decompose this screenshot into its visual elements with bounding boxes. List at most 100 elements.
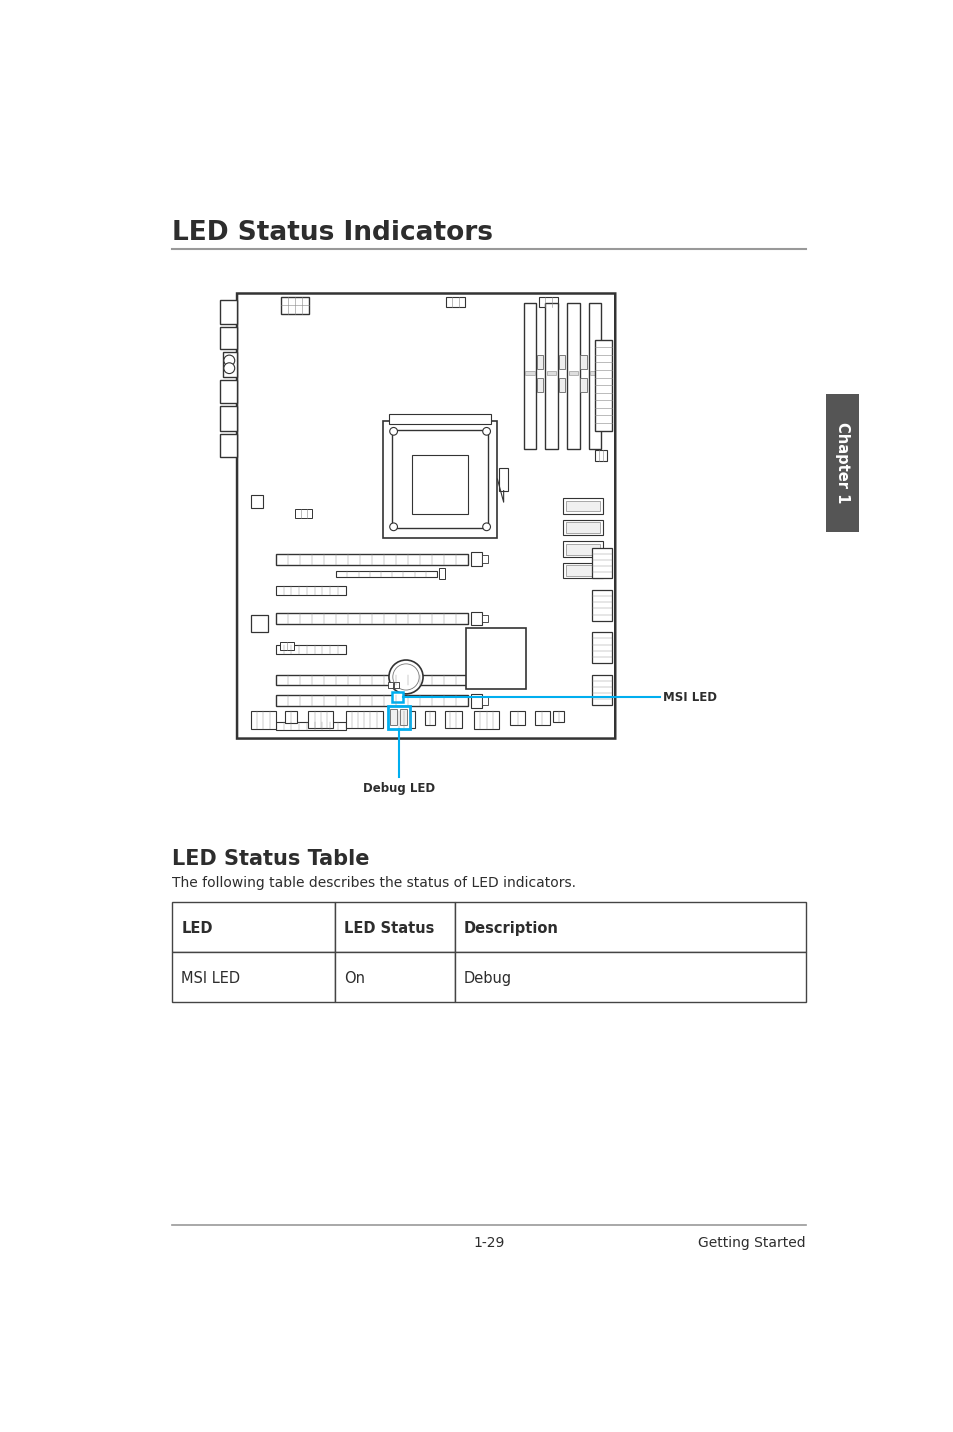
Bar [534,710,550,725]
Bar [394,682,398,687]
Circle shape [390,523,397,531]
Bar [382,421,497,537]
Text: LED Status: LED Status [344,921,434,937]
Text: On: On [344,971,365,985]
Bar [390,709,397,725]
Bar [388,682,393,687]
Bar [525,371,534,375]
Bar [558,355,564,369]
Bar [172,952,335,1002]
Bar [481,556,488,563]
FancyBboxPatch shape [236,294,615,739]
Bar [275,674,468,686]
Bar [308,710,333,727]
Bar [251,710,275,729]
Bar [444,710,461,727]
Bar [592,674,612,706]
Bar [546,371,556,375]
Text: 1-29: 1-29 [473,1236,504,1250]
Bar [590,371,599,375]
Bar [275,554,468,564]
Bar [251,616,268,633]
Bar [172,902,335,952]
Bar [558,378,564,392]
Text: Description: Description [464,921,558,937]
Bar [279,643,294,650]
Bar [220,405,236,431]
Bar [335,952,455,1002]
Text: LED Status Indicators: LED Status Indicators [172,219,493,245]
Bar [568,371,578,375]
Bar [389,414,491,424]
Bar [220,434,236,457]
Bar [394,710,415,727]
Bar [412,455,468,514]
Bar [509,710,525,725]
Bar [595,450,607,461]
Bar [565,566,599,576]
Bar [392,692,402,702]
Bar [498,467,508,491]
Circle shape [482,428,490,435]
Circle shape [389,660,422,695]
Bar [565,523,599,533]
Bar [465,629,525,689]
Bar [275,722,345,730]
Text: MSI LED: MSI LED [662,692,717,705]
Bar [220,328,236,349]
Bar [335,571,436,577]
Circle shape [224,362,234,374]
Text: MSI LED: MSI LED [181,971,240,985]
Bar [438,569,444,579]
Bar [538,296,558,308]
Bar [471,611,481,626]
Bar [537,378,542,392]
Bar [562,520,602,536]
Text: Debug LED: Debug LED [362,782,435,795]
Bar [562,563,602,579]
Bar [275,696,468,706]
Bar [251,495,263,507]
Bar [388,706,410,729]
Circle shape [224,355,234,367]
Bar [471,673,481,687]
Bar [553,710,563,722]
Bar [579,378,586,392]
Bar [424,710,435,725]
Circle shape [482,523,490,531]
Bar [455,952,805,1002]
Bar [588,302,600,450]
Bar [345,710,382,727]
Bar [335,902,455,952]
Bar [565,544,599,554]
Bar [220,379,236,402]
Bar [592,590,612,620]
Bar [562,498,602,514]
Bar [481,697,488,705]
Bar [567,302,579,450]
Bar [399,709,406,725]
Bar [455,902,805,952]
Bar [446,296,464,308]
Bar [275,586,345,596]
Text: LED Status Table: LED Status Table [172,849,369,869]
Bar [523,302,536,450]
Bar [220,299,236,324]
Bar [471,695,481,707]
Text: LED: LED [181,921,213,937]
Text: Chapter 1: Chapter 1 [834,422,849,504]
Bar [592,633,612,663]
Bar [275,644,345,654]
Bar [392,430,488,528]
Bar [562,541,602,557]
Bar [481,676,488,684]
Bar [471,553,481,566]
Text: The following table describes the status of LED indicators.: The following table describes the status… [172,875,576,889]
Bar [592,547,612,579]
Bar [474,710,498,729]
Bar [825,394,858,533]
Bar [281,296,309,314]
Bar [275,613,468,624]
Bar [579,355,586,369]
Bar [481,614,488,623]
